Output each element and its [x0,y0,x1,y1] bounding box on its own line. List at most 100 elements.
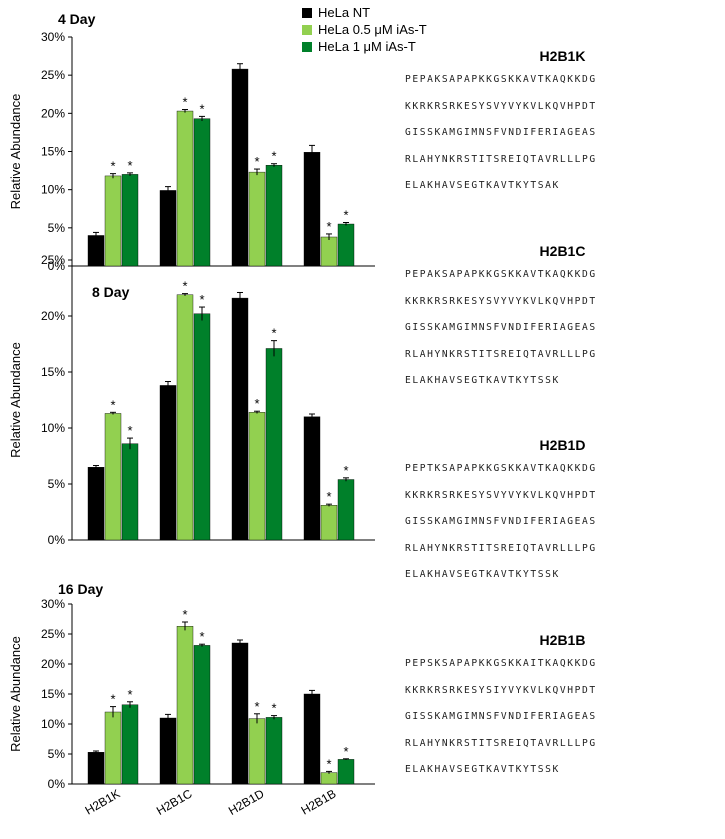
y-tick-label: 5% [48,221,66,235]
sequence-line: KKRKRSRKESYSIYVYKVLKQVHPDT [405,684,597,696]
bar [87,752,105,785]
sequence-line: RLAHYNKRSTITSREIQTAVRLLLPG [405,153,597,165]
bar [193,645,211,785]
significance-marker: * [110,397,115,412]
sequence-panel-h2b1k: H2B1K PEPAKSAPAPKKGSKKAVTKAQKKDG KKRKRSR… [405,48,720,207]
significance-marker: * [127,687,132,702]
legend-label: HeLa 0.5 μM iAs-T [318,22,427,37]
chart-panel-3: 16 Day Relative Abundance 0% 5% 10% 15% 20% 25%… [8,581,375,818]
y-tick-label: 10% [41,717,65,731]
bar [87,467,105,541]
y-tick-label: 25% [41,253,65,267]
bar [248,412,266,541]
legend-swatch [302,7,312,18]
significance-marker: * [110,159,115,174]
bar [231,642,249,785]
y-tick-label: 30% [41,597,65,611]
significance-marker: * [326,489,331,504]
sequence-line: PEPTKSAPAPKKGSKKAVTKAQKKDG [405,463,597,474]
bar [337,479,355,541]
sequence-line: KKRKRSRKESYSVYVYKVLKQVHPDT [405,489,597,501]
bar [303,416,321,541]
significance-marker: * [182,607,187,622]
sequence-line: ELAKHAVSEGTKAVTKYTSSK [405,375,560,386]
legend-swatch [302,41,312,52]
sequence-title: H2B1B [539,632,586,648]
bar [121,443,139,541]
bar [121,174,139,267]
significance-marker: * [326,756,331,771]
significance-marker: * [182,95,187,110]
bar [265,165,283,267]
significance-marker: * [110,692,115,707]
significance-marker: * [254,396,259,411]
y-tick-label: 15% [41,145,65,159]
bar [104,711,122,785]
sequence-panel-h2b1d: H2B1D PEPTKSAPAPKKGSKKAVTKAQKKDG KKRKRSR… [405,437,720,596]
sequence-panel-h2b1c: H2B1C PEPAKSAPAPKKGSKKAVTKAQKKDG KKRKRSR… [405,243,720,402]
chart-title: 4 Day [58,11,96,27]
y-axis-label: Relative Abundance [8,636,23,752]
bar [176,294,194,541]
sequence-line: PEPAKSAPAPKKGSKKAVTKAQKKDG [405,269,597,280]
legend-item: HeLa 1 μM iAs-T [302,38,427,55]
y-tick-label: 5% [48,747,66,761]
y-tick-label: 5% [48,477,66,491]
y-tick-label: 15% [41,365,65,379]
bar [104,413,122,541]
sequence-line: RLAHYNKRSTITSREIQTAVRLLLPG [405,542,597,554]
y-axis-label: Relative Abundance [8,94,23,210]
sequence-line: ELAKHAVSEGTKAVTKYTSSK [405,764,560,775]
significance-marker: * [343,463,348,478]
x-tick-label: H2B1B [299,786,339,817]
sequence-line: GISSKAMGIMNSFVNDIFERIAGEAS [405,711,597,722]
bar [320,772,338,785]
sequence-line: PEPSKSAPAPKKGSKKAITKAQKKDG [405,658,597,669]
sequence-title: H2B1D [539,437,586,453]
bar [337,759,355,785]
legend-label: HeLa 1 μM iAs-T [318,39,416,54]
y-tick-label: 15% [41,687,65,701]
x-tick-label: H2B1C [154,786,195,818]
significance-marker: * [127,423,132,438]
bar [248,718,266,785]
significance-marker: * [254,699,259,714]
bar [231,68,249,267]
sequence-line: ELAKHAVSEGTKAVTKYTSAK [405,180,560,191]
significance-marker: * [199,629,204,644]
chart-panel-1: 4 Day Relative Abundance 0% 5% 10% 15% 20% 25% 3… [8,11,375,273]
bar [159,385,177,541]
significance-marker: * [199,101,204,116]
significance-marker: * [326,219,331,234]
significance-marker: * [271,701,276,716]
bar [104,175,122,267]
x-tick-label: H2B1K [83,786,123,817]
y-tick-label: 25% [41,68,65,82]
bar [159,190,177,267]
sequence-line: PEPAKSAPAPKKGSKKAVTKAQKKDG [405,74,597,85]
legend-label: HeLa NT [318,5,371,20]
bar [303,152,321,267]
sequence-title: H2B1K [539,48,586,64]
sequence-line: RLAHYNKRSTITSREIQTAVRLLLPG [405,348,597,360]
significance-marker: * [127,158,132,173]
bar [303,693,321,785]
sequence-line: GISSKAMGIMNSFVNDIFERIAGEAS [405,127,597,138]
bar [193,118,211,267]
y-tick-label: 10% [41,183,65,197]
chart-legend: HeLa NT HeLa 0.5 μM iAs-T HeLa 1 μM iAs-… [302,4,427,55]
significance-marker: * [199,292,204,307]
sequence-line: GISSKAMGIMNSFVNDIFERIAGEAS [405,322,597,333]
significance-marker: * [271,326,276,341]
bar [337,223,355,267]
significance-marker: * [343,744,348,759]
bar [159,717,177,785]
bar [231,297,249,541]
y-tick-label: 10% [41,421,65,435]
significance-marker: * [182,279,187,294]
sequence-title: H2B1C [539,243,586,259]
y-tick-label: 0% [48,259,66,273]
sequence-line: RLAHYNKRSTITSREIQTAVRLLLPG [405,737,597,749]
chart-title: 8 Day [92,284,130,300]
